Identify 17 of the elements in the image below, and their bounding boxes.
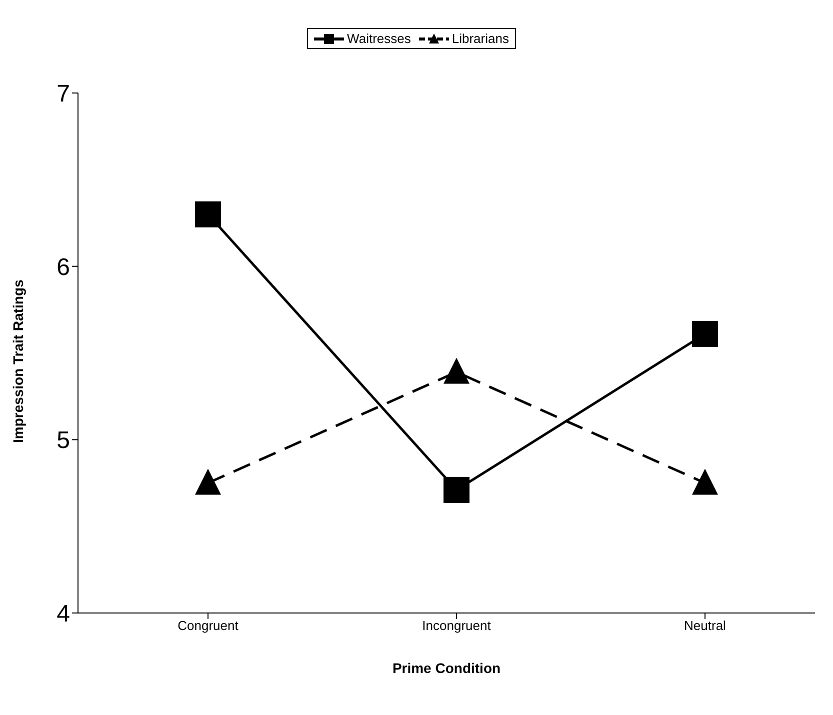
x-axis-title: Prime Condition: [392, 660, 501, 676]
x-tick-label: Neutral: [684, 618, 726, 634]
y-tick-label: 6: [56, 254, 70, 281]
legend-label: Waitresses: [346, 31, 411, 46]
point: [444, 358, 470, 384]
x-tick-label: Incongruent: [422, 618, 492, 634]
point: [195, 201, 221, 228]
y-tick-label: 5: [56, 427, 70, 454]
y-tick-label: 4: [56, 600, 70, 628]
point: [692, 468, 718, 495]
y-tick-label: 7: [56, 80, 70, 108]
point: [692, 320, 718, 347]
y-axis-title: Impression Trait Ratings: [10, 279, 26, 443]
legend-label: Librarians: [450, 31, 509, 46]
x-tick-label: Congruent: [178, 618, 239, 634]
point: [195, 468, 221, 495]
point: [444, 476, 470, 503]
